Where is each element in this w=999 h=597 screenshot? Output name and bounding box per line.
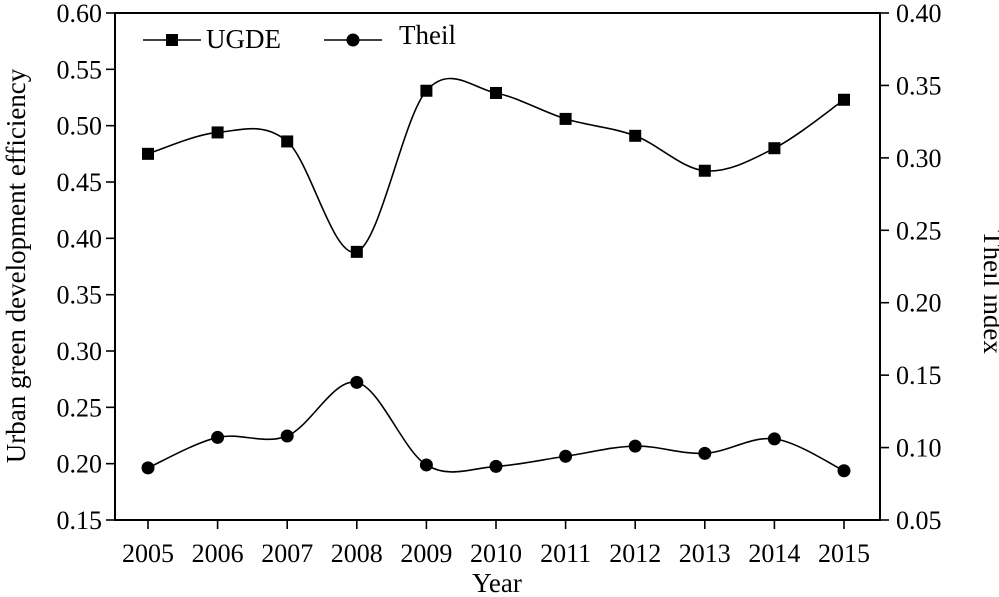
- data-point-theil: [559, 449, 573, 463]
- y-axis-right: 0.05 0.10 0.15 0.20 0.25 0.30 0.35 0.40: [880, 0, 942, 535]
- x-tick-label: 2008: [331, 539, 383, 568]
- data-point-theil: [628, 439, 642, 453]
- x-axis: 2005 2006 2007 2008 2009 2010 2011 2012 2013 2014…: [122, 520, 870, 568]
- x-tick-label: 2011: [540, 539, 591, 568]
- data-point-ugde: [490, 86, 502, 99]
- data-point-theil: [698, 446, 712, 460]
- data-point-ugde: [420, 84, 433, 97]
- y-tick-label: 0.60: [57, 0, 103, 28]
- legend-marker-ugde: [166, 34, 178, 46]
- y2-axis-title: Theil index: [978, 230, 999, 354]
- y-tick-label: 0.35: [57, 281, 103, 310]
- series-layer: [141, 77, 851, 478]
- data-point-theil: [767, 432, 781, 446]
- x-tick-label: 2009: [400, 539, 452, 568]
- data-point-theil: [280, 429, 294, 443]
- x-tick-label: 2014: [748, 539, 800, 568]
- y-tick-label: 0.40: [57, 224, 103, 253]
- series-line-ugde: [147, 77, 845, 253]
- plot-frame: [114, 12, 881, 521]
- x-tick-label: 2005: [122, 539, 174, 568]
- legend: UGDE Theil: [143, 20, 456, 54]
- data-point-ugde: [281, 135, 294, 148]
- y2-tick-label: 0.35: [896, 71, 942, 100]
- data-point-theil: [489, 459, 503, 473]
- legend-label-theil: Theil: [399, 20, 456, 50]
- data-point-ugde: [559, 112, 572, 125]
- data-point-ugde: [350, 245, 363, 258]
- y-tick-label: 0.25: [57, 393, 103, 422]
- data-point-ugde: [629, 129, 642, 142]
- legend-label-ugde: UGDE: [206, 24, 281, 54]
- y2-tick-label: 0.10: [896, 434, 942, 463]
- data-point-theil: [350, 375, 364, 389]
- x-axis-title: Year: [472, 568, 522, 597]
- data-point-theil: [837, 464, 851, 478]
- data-point-theil: [211, 430, 225, 444]
- y2-tick-label: 0.30: [896, 144, 942, 173]
- x-tick-label: 2013: [679, 539, 731, 568]
- x-tick-label: 2015: [818, 539, 870, 568]
- y-axis-left: 0.15 0.20 0.25 0.30 0.35 0.40 0.45 0.50 0.55 0.60: [57, 0, 115, 535]
- y-tick-label: 0.15: [57, 506, 103, 535]
- data-point-theil: [419, 458, 433, 472]
- y-axis-title: Urban green development efficiency: [1, 68, 31, 463]
- data-point-ugde: [142, 147, 154, 160]
- series-line-theil: [147, 381, 845, 473]
- data-point-ugde: [838, 93, 850, 106]
- y2-tick-label: 0.05: [896, 506, 942, 535]
- y-tick-label: 0.45: [57, 168, 103, 197]
- y-tick-label: 0.20: [57, 450, 103, 479]
- y2-tick-label: 0.40: [896, 0, 942, 28]
- x-tick-label: 2007: [261, 539, 313, 568]
- legend-marker-theil: [346, 33, 360, 47]
- x-tick-label: 2012: [609, 539, 661, 568]
- data-point-ugde: [698, 164, 711, 177]
- y2-tick-label: 0.15: [896, 361, 942, 390]
- y2-tick-label: 0.25: [896, 216, 942, 245]
- y-tick-label: 0.30: [57, 337, 103, 366]
- y-tick-label: 0.55: [57, 55, 103, 84]
- data-point-ugde: [211, 126, 224, 139]
- x-tick-label: 2010: [470, 539, 522, 568]
- y2-tick-label: 0.20: [896, 289, 942, 318]
- data-point-theil: [141, 461, 155, 475]
- y-tick-label: 0.50: [57, 112, 103, 141]
- data-point-ugde: [768, 142, 781, 155]
- x-tick-label: 2006: [192, 539, 244, 568]
